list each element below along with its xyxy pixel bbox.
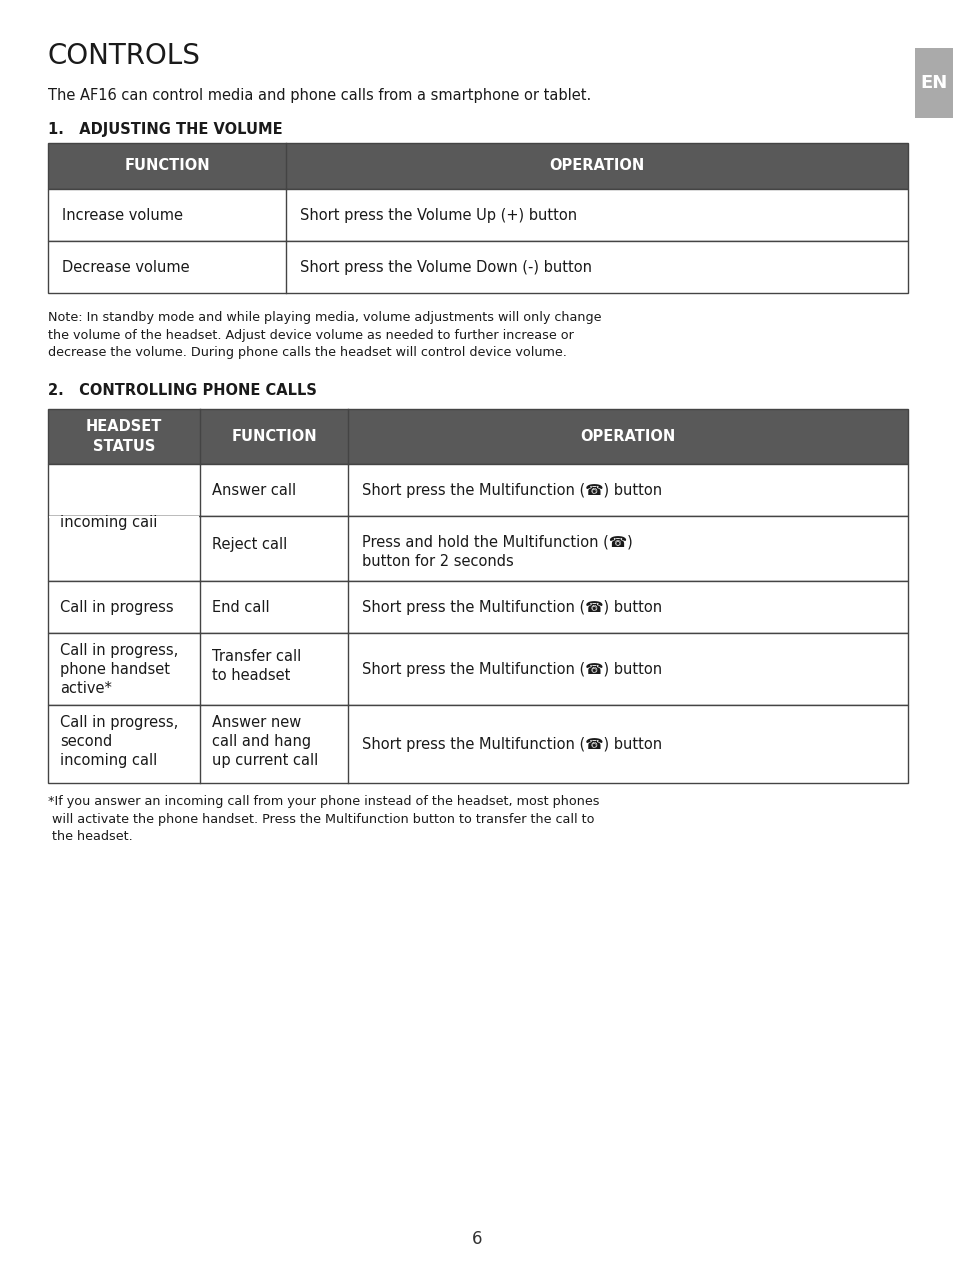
Bar bbox=[48, 464, 907, 516]
Text: Short press the Multifunction (☎) button: Short press the Multifunction (☎) button bbox=[361, 600, 661, 614]
Text: 6: 6 bbox=[471, 1230, 482, 1248]
Text: FUNCTION: FUNCTION bbox=[231, 429, 316, 444]
Text: Call in progress,
second
incoming call: Call in progress, second incoming call bbox=[60, 715, 178, 768]
Text: Answer call: Answer call bbox=[212, 483, 295, 499]
Text: OPERATION: OPERATION bbox=[579, 429, 675, 444]
Text: Reject call: Reject call bbox=[212, 538, 287, 552]
Text: Short press the Multifunction (☎) button: Short press the Multifunction (☎) button bbox=[361, 483, 661, 499]
Text: CONTROLS: CONTROLS bbox=[48, 42, 201, 70]
Bar bbox=[914, 48, 953, 118]
Text: End call: End call bbox=[212, 600, 270, 614]
Text: OPERATION: OPERATION bbox=[549, 159, 644, 173]
Bar bbox=[48, 516, 907, 581]
Bar bbox=[48, 240, 907, 293]
Text: FUNCTION: FUNCTION bbox=[124, 159, 210, 173]
Bar bbox=[48, 410, 907, 464]
Text: The AF16 can control media and phone calls from a smartphone or tablet.: The AF16 can control media and phone cal… bbox=[48, 88, 591, 103]
Text: Short press the Multifunction (☎) button: Short press the Multifunction (☎) button bbox=[361, 661, 661, 677]
Text: Decrease volume: Decrease volume bbox=[62, 259, 190, 275]
Text: 2.   CONTROLLING PHONE CALLS: 2. CONTROLLING PHONE CALLS bbox=[48, 383, 316, 398]
Text: Call in progress: Call in progress bbox=[60, 600, 173, 614]
Text: Answer new
call and hang
up current call: Answer new call and hang up current call bbox=[212, 715, 318, 768]
Text: Note: In standby mode and while playing media, volume adjustments will only chan: Note: In standby mode and while playing … bbox=[48, 310, 601, 359]
Text: Short press the Volume Down (-) button: Short press the Volume Down (-) button bbox=[299, 259, 592, 275]
Bar bbox=[49, 516, 199, 518]
Bar bbox=[48, 633, 907, 705]
Text: 1.   ADJUSTING THE VOLUME: 1. ADJUSTING THE VOLUME bbox=[48, 122, 282, 137]
Bar bbox=[48, 190, 907, 240]
Text: Incoming call: Incoming call bbox=[60, 515, 157, 530]
Text: EN: EN bbox=[920, 74, 947, 92]
Bar bbox=[48, 581, 907, 633]
Text: Transfer call
to headset: Transfer call to headset bbox=[212, 649, 301, 683]
Text: Short press the Volume Up (+) button: Short press the Volume Up (+) button bbox=[299, 209, 577, 223]
Text: Call in progress,
phone handset
active*: Call in progress, phone handset active* bbox=[60, 644, 178, 696]
Text: Short press the Multifunction (☎) button: Short press the Multifunction (☎) button bbox=[361, 736, 661, 752]
Text: Increase volume: Increase volume bbox=[62, 209, 183, 223]
Text: Press and hold the Multifunction (☎)
button for 2 seconds: Press and hold the Multifunction (☎) but… bbox=[361, 534, 632, 570]
Text: HEADSET
STATUS: HEADSET STATUS bbox=[86, 420, 162, 454]
Bar bbox=[48, 705, 907, 784]
Bar bbox=[48, 142, 907, 190]
Text: *If you answer an incoming call from your phone instead of the headset, most pho: *If you answer an incoming call from you… bbox=[48, 795, 598, 843]
